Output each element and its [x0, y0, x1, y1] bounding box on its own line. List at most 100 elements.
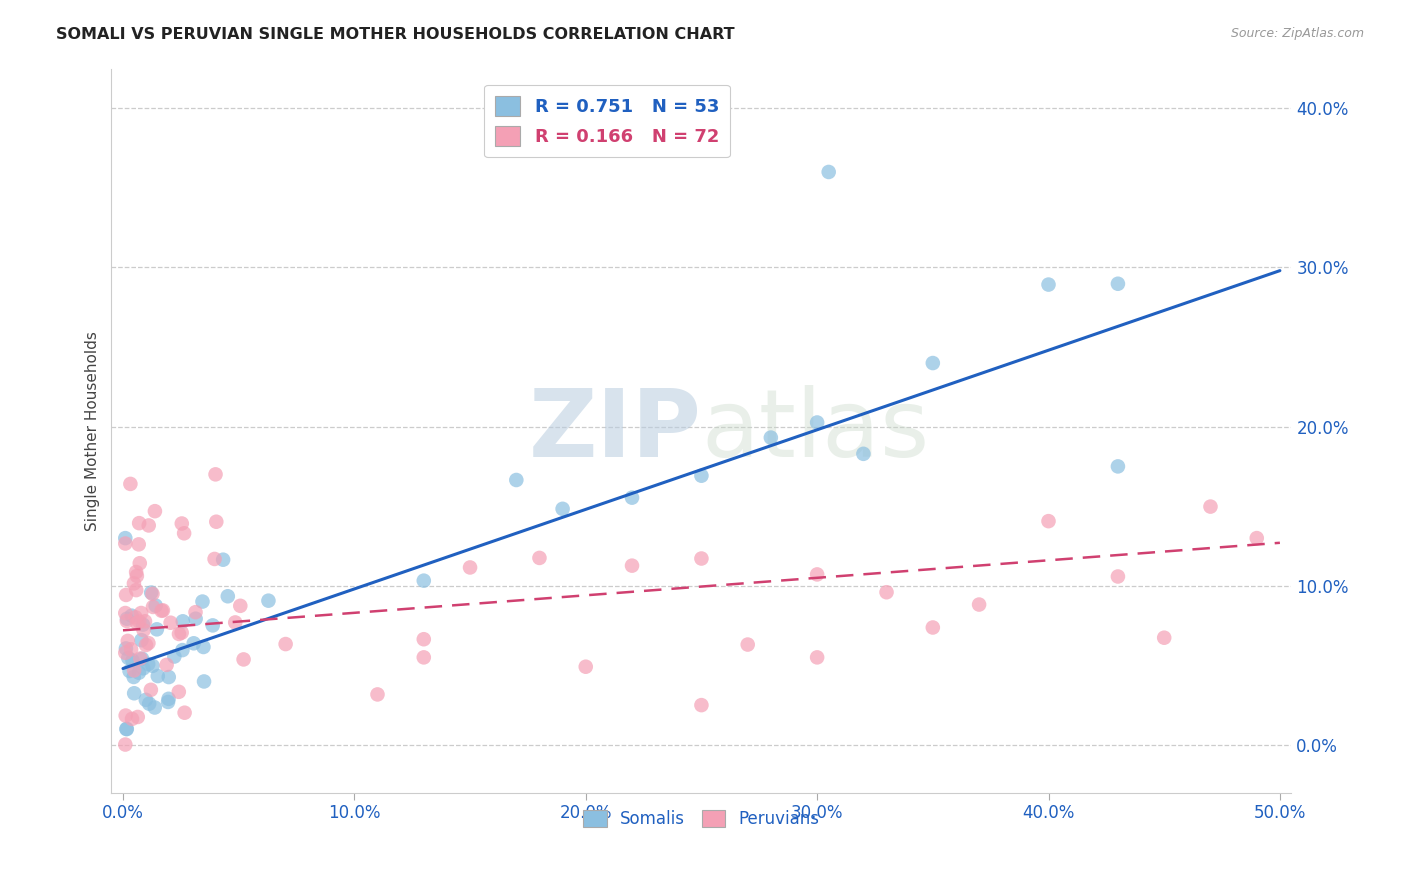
Point: [690, 698, 713, 712]
Point: [1038, 277, 1060, 292]
Point: [172, 643, 194, 657]
Point: [156, 657, 179, 672]
Point: [921, 620, 943, 634]
Point: [690, 468, 713, 483]
Point: [412, 574, 434, 588]
Point: [152, 603, 174, 617]
Point: [274, 637, 297, 651]
Point: [138, 697, 160, 711]
Point: [115, 722, 138, 736]
Point: [224, 615, 246, 630]
Text: atlas: atlas: [702, 384, 929, 476]
Point: [122, 664, 145, 678]
Point: [575, 659, 598, 673]
Point: [1107, 459, 1129, 474]
Text: Source: ZipAtlas.com: Source: ZipAtlas.com: [1230, 27, 1364, 40]
Point: [1246, 531, 1268, 545]
Point: [876, 585, 898, 599]
Point: [212, 552, 235, 566]
Point: [201, 618, 224, 632]
Point: [621, 491, 644, 505]
Point: [852, 447, 875, 461]
Point: [122, 686, 145, 700]
Point: [217, 589, 239, 603]
Point: [115, 612, 138, 626]
Point: [172, 615, 194, 629]
Point: [114, 531, 136, 545]
Point: [114, 708, 136, 723]
Point: [143, 504, 166, 518]
Point: [967, 598, 990, 612]
Point: [1107, 569, 1129, 583]
Point: [134, 615, 156, 629]
Text: ZIP: ZIP: [529, 384, 702, 476]
Point: [257, 593, 280, 607]
Point: [173, 706, 195, 720]
Point: [125, 583, 148, 598]
Point: [115, 588, 138, 602]
Point: [205, 515, 228, 529]
Point: [117, 634, 139, 648]
Point: [135, 693, 157, 707]
Point: [117, 651, 139, 665]
Point: [366, 688, 388, 702]
Point: [118, 664, 141, 678]
Point: [115, 722, 138, 736]
Point: [1038, 514, 1060, 528]
Point: [157, 670, 180, 684]
Point: [139, 682, 162, 697]
Point: [114, 738, 136, 752]
Point: [183, 636, 205, 650]
Point: [128, 556, 150, 570]
Point: [141, 587, 163, 601]
Point: [412, 632, 434, 647]
Point: [621, 558, 644, 573]
Point: [505, 473, 527, 487]
Point: [146, 669, 169, 683]
Point: [173, 526, 195, 541]
Point: [1107, 277, 1129, 291]
Point: [122, 670, 145, 684]
Point: [458, 560, 481, 574]
Point: [159, 615, 181, 630]
Point: [128, 615, 150, 629]
Point: [163, 649, 186, 664]
Point: [120, 642, 142, 657]
Point: [115, 614, 138, 628]
Point: [132, 617, 155, 632]
Point: [817, 165, 839, 179]
Point: [167, 685, 190, 699]
Point: [143, 700, 166, 714]
Point: [129, 606, 152, 620]
Point: [121, 712, 143, 726]
Point: [157, 691, 180, 706]
Point: [127, 615, 149, 630]
Point: [806, 567, 828, 582]
Point: [129, 651, 152, 665]
Point: [132, 623, 155, 637]
Point: [167, 627, 190, 641]
Legend: Somalis, Peruvians: Somalis, Peruvians: [576, 804, 827, 835]
Point: [132, 661, 155, 675]
Point: [142, 658, 165, 673]
Text: SOMALI VS PERUVIAN SINGLE MOTHER HOUSEHOLDS CORRELATION CHART: SOMALI VS PERUVIAN SINGLE MOTHER HOUSEHO…: [56, 27, 735, 42]
Point: [193, 674, 215, 689]
Point: [121, 608, 143, 623]
Point: [1153, 631, 1175, 645]
Point: [125, 569, 148, 583]
Point: [806, 416, 828, 430]
Point: [136, 657, 159, 672]
Point: [806, 650, 828, 665]
Point: [193, 640, 215, 654]
Point: [127, 710, 149, 724]
Point: [114, 646, 136, 660]
Point: [690, 551, 713, 566]
Point: [135, 638, 157, 652]
Point: [124, 610, 146, 624]
Point: [412, 650, 434, 665]
Point: [157, 695, 180, 709]
Point: [759, 431, 782, 445]
Point: [120, 476, 142, 491]
Point: [141, 585, 163, 599]
Point: [170, 625, 193, 640]
